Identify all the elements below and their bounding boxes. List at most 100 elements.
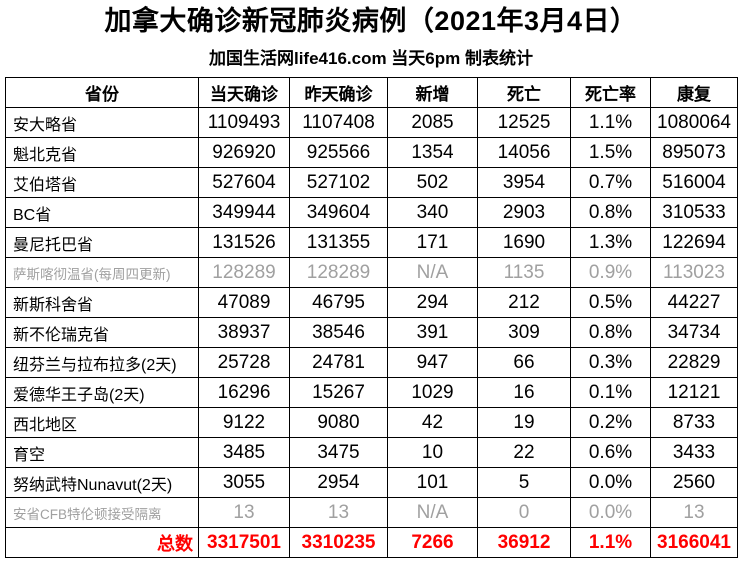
total-row: 总数 3317501 3310235 7266 36912 1.1% 31660… — [5, 527, 738, 559]
cell-new: 502 — [387, 167, 478, 199]
cell-deaths: 66 — [477, 347, 571, 379]
cell-province: 西北地区 — [5, 407, 199, 439]
cell-yesterday: 38546 — [289, 317, 388, 349]
cell-new: 10 — [387, 437, 478, 469]
cell-province: 爱德华王子岛(2天) — [5, 377, 199, 409]
cell-deaths: 12525 — [477, 107, 571, 139]
cell-deaths: 16 — [477, 377, 571, 409]
cell-recovered: 1080064 — [650, 107, 738, 139]
cell-yesterday: 131355 — [289, 227, 388, 259]
table-row: 曼尼托巴省 131526 131355 171 1690 1.3% 122694 — [5, 227, 738, 259]
cell-new: 7266 — [387, 527, 478, 559]
cell-province: 新不伦瑞克省 — [5, 317, 199, 349]
cell-recovered: 122694 — [650, 227, 738, 259]
cell-today: 16296 — [198, 377, 290, 409]
cell-death-rate: 0.7% — [570, 167, 651, 199]
cell-new: 947 — [387, 347, 478, 379]
cell-new: 294 — [387, 287, 478, 319]
cell-deaths: 3954 — [477, 167, 571, 199]
cell-recovered: 3166041 — [650, 527, 738, 559]
cell-today: 47089 — [198, 287, 290, 319]
cell-yesterday: 15267 — [289, 377, 388, 409]
cell-today: 25728 — [198, 347, 290, 379]
cell-death-rate: 1.5% — [570, 137, 651, 169]
cell-deaths: 2903 — [477, 197, 571, 229]
cell-yesterday: 9080 — [289, 407, 388, 439]
cell-today: 128289 — [198, 257, 290, 289]
table-row: 新斯科舍省 47089 46795 294 212 0.5% 44227 — [5, 287, 738, 319]
cell-total-label: 总数 — [5, 527, 199, 559]
cell-yesterday: 3475 — [289, 437, 388, 469]
cell-deaths: 5 — [477, 467, 571, 499]
cell-deaths: 0 — [477, 497, 571, 529]
cell-death-rate: 0.8% — [570, 197, 651, 229]
cell-new: 340 — [387, 197, 478, 229]
cell-today: 3055 — [198, 467, 290, 499]
column-header-yesterday: 昨天确诊 — [289, 77, 388, 109]
cell-recovered: 12121 — [650, 377, 738, 409]
cell-new: 1029 — [387, 377, 478, 409]
cell-recovered: 34734 — [650, 317, 738, 349]
cell-province: 萨斯喀彻温省(每周四更新) — [5, 257, 199, 289]
header-row: 省份 当天确诊 昨天确诊 新增 死亡 死亡率 康复 — [5, 77, 738, 109]
table-row: 西北地区 9122 9080 42 19 0.2% 8733 — [5, 407, 738, 439]
cell-today: 527604 — [198, 167, 290, 199]
table-row-muted: 安省CFB特伦顿接受隔离 13 13 N/A 0 0.0% 13 — [5, 497, 738, 529]
cell-today: 3485 — [198, 437, 290, 469]
cell-today: 3317501 — [198, 527, 290, 559]
cell-deaths: 212 — [477, 287, 571, 319]
table-row: 育空 3485 3475 10 22 0.6% 3433 — [5, 437, 738, 469]
cell-province: 艾伯塔省 — [5, 167, 199, 199]
cell-province: BC省 — [5, 197, 199, 229]
cell-recovered: 2560 — [650, 467, 738, 499]
cell-province: 曼尼托巴省 — [5, 227, 199, 259]
cell-yesterday: 527102 — [289, 167, 388, 199]
column-header-deaths: 死亡 — [477, 77, 571, 109]
column-header-new: 新增 — [387, 77, 478, 109]
cell-death-rate: 0.0% — [570, 497, 651, 529]
cell-today: 1109493 — [198, 107, 290, 139]
cell-yesterday: 2954 — [289, 467, 388, 499]
cell-yesterday: 349604 — [289, 197, 388, 229]
cell-province: 努纳武特Nunavut(2天) — [5, 467, 199, 499]
table-row: BC省 349944 349604 340 2903 0.8% 310533 — [5, 197, 738, 229]
cell-province: 安大略省 — [5, 107, 199, 139]
cell-death-rate: 0.2% — [570, 407, 651, 439]
cell-deaths: 22 — [477, 437, 571, 469]
cell-yesterday: 46795 — [289, 287, 388, 319]
cell-deaths: 1690 — [477, 227, 571, 259]
cell-recovered: 13 — [650, 497, 738, 529]
cell-death-rate: 0.6% — [570, 437, 651, 469]
cell-death-rate: 1.3% — [570, 227, 651, 259]
table-row-muted: 萨斯喀彻温省(每周四更新) 128289 128289 N/A 1135 0.9… — [5, 257, 738, 289]
cell-death-rate: 0.9% — [570, 257, 651, 289]
table-row: 新不伦瑞克省 38937 38546 391 309 0.8% 34734 — [5, 317, 738, 349]
cell-new: 391 — [387, 317, 478, 349]
cell-death-rate: 0.1% — [570, 377, 651, 409]
cell-new: 42 — [387, 407, 478, 439]
cell-death-rate: 0.0% — [570, 467, 651, 499]
cell-province: 魁北克省 — [5, 137, 199, 169]
cell-recovered: 516004 — [650, 167, 738, 199]
table-row: 纽芬兰与拉布拉多(2天) 25728 24781 947 66 0.3% 228… — [5, 347, 738, 379]
cell-death-rate: 0.3% — [570, 347, 651, 379]
column-header-today: 当天确诊 — [198, 77, 290, 109]
cell-today: 349944 — [198, 197, 290, 229]
cell-new: N/A — [387, 497, 478, 529]
cell-death-rate: 0.8% — [570, 317, 651, 349]
cell-today: 13 — [198, 497, 290, 529]
cell-recovered: 8733 — [650, 407, 738, 439]
cell-new: 2085 — [387, 107, 478, 139]
table-row: 魁北克省 926920 925566 1354 14056 1.5% 89507… — [5, 137, 738, 169]
column-header-recovered: 康复 — [650, 77, 738, 109]
cell-death-rate: 1.1% — [570, 527, 651, 559]
cell-recovered: 895073 — [650, 137, 738, 169]
cell-recovered: 22829 — [650, 347, 738, 379]
cell-new: 101 — [387, 467, 478, 499]
cell-deaths: 19 — [477, 407, 571, 439]
cell-today: 131526 — [198, 227, 290, 259]
cell-yesterday: 128289 — [289, 257, 388, 289]
cell-deaths: 14056 — [477, 137, 571, 169]
page-subtitle: 加国生活网life416.com 当天6pm 制表统计 — [208, 49, 533, 69]
